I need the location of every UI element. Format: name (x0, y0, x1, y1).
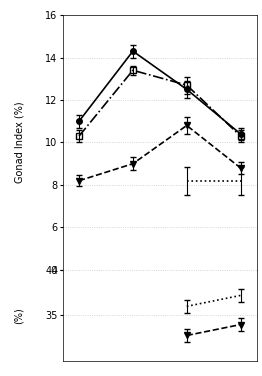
Y-axis label: (%): (%) (14, 307, 24, 324)
Y-axis label: Gonad Index (%): Gonad Index (%) (14, 102, 24, 183)
